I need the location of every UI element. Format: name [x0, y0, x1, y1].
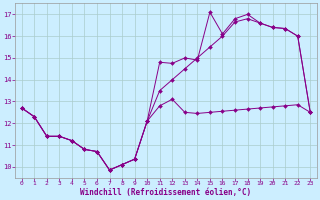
X-axis label: Windchill (Refroidissement éolien,°C): Windchill (Refroidissement éolien,°C) — [80, 188, 252, 197]
